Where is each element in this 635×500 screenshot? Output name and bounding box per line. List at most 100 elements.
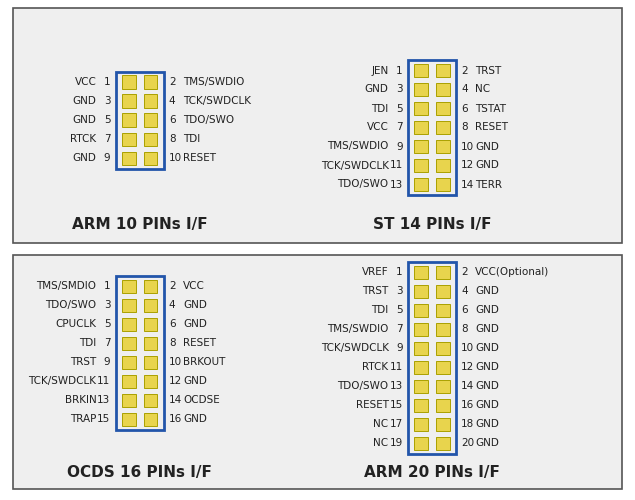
Text: NC: NC	[373, 438, 389, 448]
Bar	[144, 152, 157, 164]
Text: GND: GND	[183, 300, 207, 310]
Text: RESET: RESET	[183, 153, 216, 163]
Text: GND: GND	[364, 84, 389, 94]
Text: 13: 13	[389, 180, 403, 190]
Text: 11: 11	[389, 362, 403, 372]
Bar	[122, 114, 136, 126]
Bar	[144, 356, 157, 368]
Text: TMS/SWDIO: TMS/SWDIO	[327, 142, 389, 152]
Text: TDI: TDI	[183, 134, 200, 144]
Text: GND: GND	[475, 160, 499, 170]
Text: 15: 15	[97, 414, 110, 424]
Text: 3: 3	[104, 96, 110, 106]
Text: 4: 4	[169, 300, 175, 310]
Text: 7: 7	[104, 134, 110, 144]
FancyBboxPatch shape	[13, 8, 622, 242]
Text: GND: GND	[475, 400, 499, 410]
Bar	[144, 76, 157, 88]
Text: TDI: TDI	[371, 104, 389, 114]
Text: VCC: VCC	[183, 281, 204, 291]
Text: 10: 10	[461, 343, 474, 353]
Text: OCDSE: OCDSE	[183, 395, 220, 405]
Bar	[414, 284, 428, 298]
Text: 18: 18	[461, 419, 474, 429]
Bar	[436, 436, 450, 450]
Bar	[436, 83, 450, 96]
Text: 7: 7	[396, 324, 403, 334]
Text: 9: 9	[396, 343, 403, 353]
Text: JEN: JEN	[371, 66, 389, 76]
Text: CPUCLK: CPUCLK	[55, 319, 97, 329]
Bar	[122, 298, 136, 312]
Text: RTCK: RTCK	[363, 362, 389, 372]
Text: 20: 20	[461, 438, 474, 448]
Text: TMS/SWDIO: TMS/SWDIO	[183, 77, 244, 87]
Text: ST 14 PINs I/F: ST 14 PINs I/F	[373, 218, 491, 232]
Text: VCC(Optional): VCC(Optional)	[475, 267, 549, 277]
Bar	[436, 360, 450, 374]
Text: GND: GND	[72, 153, 97, 163]
Text: 5: 5	[104, 115, 110, 125]
Bar	[436, 304, 450, 316]
Text: RESET: RESET	[356, 400, 389, 410]
Text: 1: 1	[104, 77, 110, 87]
Bar	[414, 83, 428, 96]
Bar	[436, 418, 450, 430]
Bar	[436, 398, 450, 411]
Text: RESET: RESET	[183, 338, 216, 348]
Text: 5: 5	[396, 305, 403, 315]
Text: 16: 16	[169, 414, 182, 424]
Text: 2: 2	[461, 267, 467, 277]
Text: 2: 2	[169, 77, 175, 87]
Text: TCK/SWDCLK: TCK/SWDCLK	[321, 343, 389, 353]
Bar	[144, 94, 157, 108]
Text: 13: 13	[97, 395, 110, 405]
Text: GND: GND	[475, 381, 499, 391]
Bar	[122, 280, 136, 292]
Text: GND: GND	[475, 286, 499, 296]
Bar	[436, 102, 450, 115]
Text: GND: GND	[183, 319, 207, 329]
Text: GND: GND	[475, 419, 499, 429]
Text: RTCK: RTCK	[70, 134, 97, 144]
Bar	[436, 64, 450, 77]
Bar	[436, 121, 450, 134]
Text: 14: 14	[169, 395, 182, 405]
Bar	[436, 322, 450, 336]
Text: 1: 1	[396, 66, 403, 76]
Text: 10: 10	[169, 153, 182, 163]
Bar	[144, 412, 157, 426]
Text: TDI: TDI	[371, 305, 389, 315]
Bar	[436, 178, 450, 191]
Text: 13: 13	[389, 381, 403, 391]
Text: 10: 10	[461, 142, 474, 152]
Text: 8: 8	[461, 122, 467, 132]
Text: TRST: TRST	[475, 66, 501, 76]
Text: 4: 4	[169, 96, 175, 106]
Bar	[414, 398, 428, 411]
Text: 17: 17	[389, 419, 403, 429]
Bar	[122, 374, 136, 388]
Text: VREF: VREF	[362, 267, 389, 277]
Text: TCK/SWDCLK: TCK/SWDCLK	[183, 96, 251, 106]
Text: 3: 3	[396, 286, 403, 296]
Text: TERR: TERR	[475, 180, 502, 190]
Text: 8: 8	[461, 324, 467, 334]
Bar	[436, 342, 450, 354]
Bar	[122, 356, 136, 368]
Bar	[122, 394, 136, 406]
Text: NC: NC	[373, 419, 389, 429]
Text: 6: 6	[169, 319, 175, 329]
Text: 7: 7	[396, 122, 403, 132]
Bar	[414, 418, 428, 430]
Text: 16: 16	[461, 400, 474, 410]
Text: 10: 10	[169, 357, 182, 367]
Text: ARM 20 PINs I/F: ARM 20 PINs I/F	[364, 465, 500, 480]
Text: TDO/SWO: TDO/SWO	[337, 381, 389, 391]
Text: RESET: RESET	[475, 122, 508, 132]
Text: GND: GND	[475, 324, 499, 334]
Text: GND: GND	[475, 362, 499, 372]
Bar	[144, 318, 157, 330]
Bar	[414, 304, 428, 316]
Bar	[144, 374, 157, 388]
